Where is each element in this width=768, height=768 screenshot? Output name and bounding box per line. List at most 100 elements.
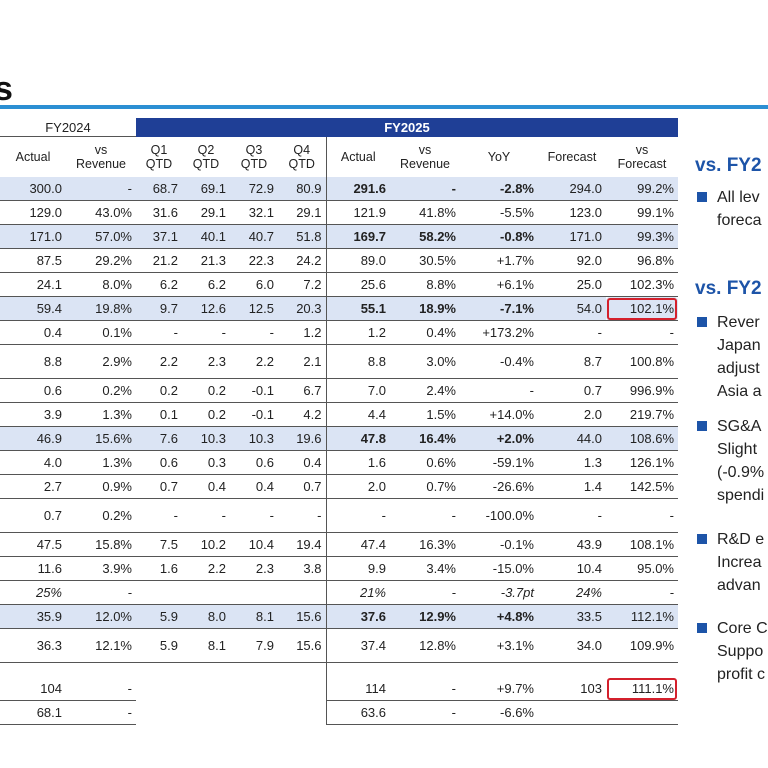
table-cell: 15.6 xyxy=(278,628,327,663)
table-cell: 10.4 xyxy=(538,556,606,581)
table-cell: 0.6 xyxy=(0,378,66,403)
table-cell: 3.0% xyxy=(390,344,460,379)
table-cell: 1.3 xyxy=(538,450,606,475)
page-title: s xyxy=(0,70,13,108)
table-cell: 57.0% xyxy=(66,224,136,249)
table-cell: 171.0 xyxy=(0,224,66,249)
table-cell: 19.6 xyxy=(278,426,327,451)
table-cell: -26.6% xyxy=(460,474,538,499)
table-cell: 22.3 xyxy=(230,248,278,273)
financial-table: FY2024 FY2025 Actual vs Revenue Q1 QTD Q2 QT… xyxy=(0,118,698,725)
column-header: Q3 QTD xyxy=(240,142,268,171)
table-cell: 169.7 xyxy=(326,224,390,249)
table-cell: 35.9 xyxy=(0,604,66,629)
table-cell: - xyxy=(326,498,390,533)
table-cell: 108.1% xyxy=(606,532,678,557)
table-cell: 34.0 xyxy=(538,628,606,663)
side-heading-1: vs. FY2 xyxy=(695,155,762,176)
table-cell: - xyxy=(606,580,678,605)
table-cell: 100.8% xyxy=(606,344,678,379)
table-cell: 0.4 xyxy=(0,320,66,345)
table-cell: 25% xyxy=(0,580,66,605)
table-cell: 63.6 xyxy=(326,700,390,725)
table-cell: 41.8% xyxy=(390,200,460,225)
table-cell: 40.7 xyxy=(230,224,278,249)
table-cell: 46.9 xyxy=(0,426,66,451)
table-cell: 0.4 xyxy=(230,474,278,499)
table-cell: 4.0 xyxy=(0,450,66,475)
table-cell: 5.9 xyxy=(136,604,182,629)
table-cell: 25.0 xyxy=(538,272,606,297)
table-cell: +2.0% xyxy=(460,426,538,451)
table-cell: 108.6% xyxy=(606,426,678,451)
table-cell: 21.3 xyxy=(182,248,230,273)
table-cell: 129.0 xyxy=(0,200,66,225)
table-cell: - xyxy=(182,320,230,345)
table-cell: 37.6 xyxy=(326,604,390,629)
table-cell xyxy=(182,677,230,701)
table-row: 0.6 0.2% 0.2 0.2 -0.1 6.7 7.0 2.4% -0.7 996.9% xyxy=(0,378,698,403)
table-cell: 47.5 xyxy=(0,532,66,557)
table-cell: -6.6% xyxy=(460,700,538,725)
table-cell: -2.8% xyxy=(460,177,538,201)
table-cell: - xyxy=(390,498,460,533)
table-cell: 9.9 xyxy=(326,556,390,581)
table-cell: - xyxy=(66,177,136,201)
table-cell: 7.6 xyxy=(136,426,182,451)
table-cell: 51.8 xyxy=(278,224,327,249)
table-row: 8.8 2.9% 2.2 2.3 2.2 2.1 8.8 3.0% -0.4% 8.7 100.8% xyxy=(0,344,698,379)
table-cell: +3.1% xyxy=(460,628,538,663)
table-cell: 102.1% xyxy=(606,296,678,321)
table-cell: - xyxy=(230,498,278,533)
table-cell: 104 xyxy=(0,677,66,701)
table-cell: 8.8% xyxy=(390,272,460,297)
table-row: 171.0 57.0% 37.1 40.1 40.7 51.8 169.7 58.2% -0.8… xyxy=(0,224,698,249)
table-cell: 37.4 xyxy=(326,628,390,663)
table-cell: 103 xyxy=(538,677,606,701)
table-cell: 16.3% xyxy=(390,532,460,557)
table-cell: 44.0 xyxy=(538,426,606,451)
table-cell xyxy=(538,700,606,725)
table-cell: 11.6 xyxy=(0,556,66,581)
table-cell: 15.6 xyxy=(278,604,327,629)
table-cell: 68.7 xyxy=(136,177,182,201)
table-cell: +1.7% xyxy=(460,248,538,273)
table-cell: - xyxy=(390,177,460,201)
table-cell: 15.6% xyxy=(66,426,136,451)
table-cell: - xyxy=(606,320,678,345)
table-cell: 1.2 xyxy=(278,320,327,345)
table-cell: 10.3 xyxy=(182,426,230,451)
table-cell: 89.0 xyxy=(326,248,390,273)
table-row: 47.5 15.8% 7.5 10.2 10.4 19.4 47.4 16.3% -0.1% 43… xyxy=(0,532,698,557)
table-cell: 12.9% xyxy=(390,604,460,629)
column-header: Actual xyxy=(340,149,376,164)
table-cell: 30.5% xyxy=(390,248,460,273)
table-cell: 1.4 xyxy=(538,474,606,499)
table-cell: 2.9% xyxy=(66,344,136,379)
table-cell: 29.1 xyxy=(278,200,327,225)
table-cell: 36.3 xyxy=(0,628,66,663)
table-cell xyxy=(136,677,182,701)
table-cell: 99.1% xyxy=(606,200,678,225)
table-cell: 87.5 xyxy=(0,248,66,273)
table-cell: -0.1 xyxy=(230,378,278,403)
table-cell: 0.4 xyxy=(278,450,327,475)
table-cell: 99.2% xyxy=(606,177,678,201)
bullet-square-icon xyxy=(697,192,707,202)
table-cell: - xyxy=(390,580,460,605)
table-cell: 2.2 xyxy=(182,556,230,581)
table-cell: 96.8% xyxy=(606,248,678,273)
table-row: 35.9 12.0% 5.9 8.0 8.1 15.6 37.6 12.9% +4.8% 33.5… xyxy=(0,604,698,629)
table-cell: 18.9% xyxy=(390,296,460,321)
table-cell: 8.7 xyxy=(538,344,606,379)
table-cell: -0.8% xyxy=(460,224,538,249)
table-cell: - xyxy=(182,498,230,533)
table-cell: 21.2 xyxy=(136,248,182,273)
table-row: 129.0 43.0% 31.6 29.1 32.1 29.1 121.9 41.8% -5.5… xyxy=(0,200,698,225)
table-cell: 2.0 xyxy=(326,474,390,499)
table-cell: 6.2 xyxy=(136,272,182,297)
table-cell: +9.7% xyxy=(460,677,538,701)
table-cell: 300.0 xyxy=(0,177,66,201)
table-cell: 0.7% xyxy=(390,474,460,499)
table-cell xyxy=(182,580,230,605)
